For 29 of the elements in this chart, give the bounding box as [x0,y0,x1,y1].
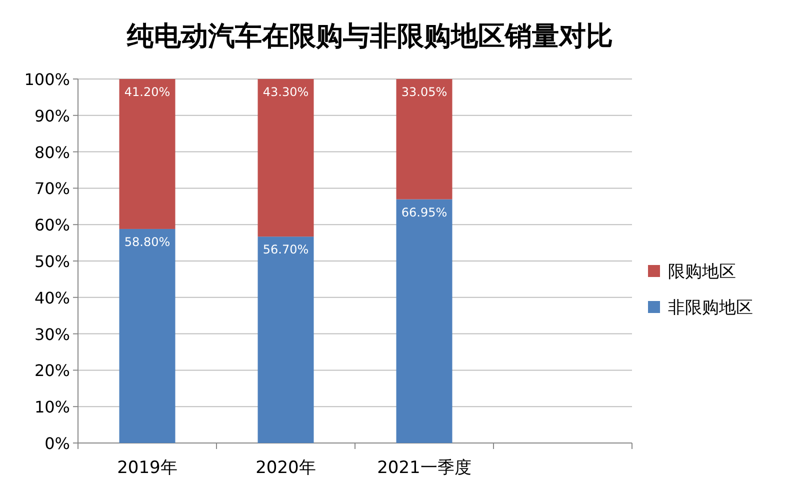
y-tick-label: 10% [34,398,70,417]
y-tick-label: 0% [44,434,70,453]
data-label: 58.80% [124,234,170,249]
y-tick-label: 100% [24,70,70,89]
y-tick-label: 70% [34,179,70,198]
data-label: 43.30% [262,85,309,99]
y-tick-label: 90% [34,106,70,126]
data-label: 66.95% [401,205,448,220]
y-tick-label: 40% [34,288,70,308]
bar [258,236,314,443]
title: 纯电动汽车在限购与非限购地区销量对比 [127,21,613,52]
legend-label: 限购地区 [668,262,736,282]
bar [396,79,452,200]
data-label: 33.05% [401,85,448,99]
y-tick-label: 20% [34,361,70,380]
bar [119,79,176,229]
y-tick-label: 50% [34,252,70,271]
bar [119,228,176,443]
bar [258,79,314,237]
x-tick-label: 2021一季度 [377,458,472,478]
y-tick-label: 60% [34,216,70,235]
data-label: 56.70% [262,242,309,257]
x-tick-label: 2020年 [256,458,316,478]
y-tick-label: 80% [34,142,70,162]
bar [396,199,452,443]
legend-label: 非限购地区 [668,298,753,318]
data-label: 41.20% [124,85,170,99]
x-tick-label: 2019年 [117,458,178,478]
y-tick-label: 30% [34,324,70,344]
